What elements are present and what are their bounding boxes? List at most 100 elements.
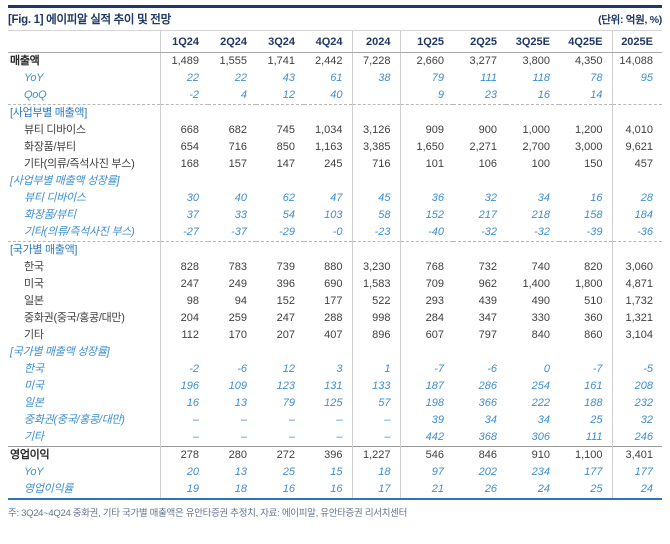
cell: 21	[431, 483, 444, 495]
table-row: 뷰티 디바이스 668 682 745 1,034 3,126 909 900 1,000 1,2…	[8, 122, 662, 139]
column-header: 2Q25	[453, 31, 506, 53]
cell: 184	[611, 207, 662, 224]
cell	[256, 104, 304, 122]
cell: 962	[478, 278, 497, 290]
cell	[506, 241, 559, 259]
cell: 34	[537, 192, 550, 204]
cell: 880	[324, 261, 343, 273]
cell: -23	[351, 224, 401, 242]
cell	[400, 241, 453, 259]
cell: 78	[590, 72, 603, 84]
cell	[304, 241, 352, 259]
cell	[506, 104, 559, 122]
cell: 131	[324, 380, 343, 392]
cell	[611, 173, 662, 190]
cell	[611, 344, 662, 361]
cell: 1,650	[416, 141, 444, 153]
source-note: 주: 3Q24~4Q24 중화권, 기타 국가별 매출액은 유안타증권 추정치,…	[8, 508, 408, 519]
cell: 26	[484, 483, 497, 495]
row-label: [사업부별 매출액 성장률]	[8, 173, 161, 190]
cell	[611, 87, 662, 105]
cell: 7,228	[351, 52, 401, 70]
cell: 207	[276, 329, 295, 341]
cell	[160, 173, 208, 190]
cell: 54	[282, 209, 295, 221]
cell: 820	[584, 261, 603, 273]
cell: 22	[186, 72, 199, 84]
cell	[256, 241, 304, 259]
row-label: 뷰티 디바이스	[8, 190, 161, 207]
cell: 208	[611, 378, 662, 395]
cell	[400, 344, 453, 361]
cell: 101	[425, 158, 444, 170]
cell: –	[336, 431, 343, 443]
column-header: 4Q24	[304, 31, 352, 53]
cell: 57	[351, 395, 401, 412]
cell: 111	[480, 72, 497, 84]
cell: 510	[584, 295, 603, 307]
cell: 97	[431, 466, 444, 478]
cell	[208, 241, 256, 259]
cell: -7	[592, 363, 603, 375]
cell: 24	[611, 481, 662, 499]
cell: 14,088	[611, 52, 662, 70]
row-label: 영업이익률	[8, 481, 161, 499]
cell: 218	[531, 209, 550, 221]
column-header: 2Q24	[208, 31, 256, 53]
cell: -2	[189, 363, 199, 375]
cell: 896	[351, 327, 401, 344]
cell: 103	[324, 209, 343, 221]
cell: 4	[240, 89, 247, 101]
row-label: 미국	[8, 276, 161, 293]
cell	[611, 241, 662, 259]
cell: –	[288, 414, 295, 426]
cell: 3,385	[351, 139, 401, 156]
row-label: 기타	[8, 327, 161, 344]
cell: 47	[330, 192, 343, 204]
cell: 13	[234, 466, 247, 478]
cell: 109	[228, 380, 247, 392]
cell: 1,000	[522, 124, 550, 136]
column-header: 1Q25	[400, 31, 453, 53]
cell: 247	[276, 312, 295, 324]
cell: -7	[434, 363, 444, 375]
cell: 840	[531, 329, 550, 341]
cell: 36	[431, 192, 444, 204]
cell: 100	[531, 158, 550, 170]
cell: 457	[611, 156, 662, 173]
cell: 910	[506, 446, 559, 464]
cell: 709	[425, 278, 444, 290]
cell: 2,271	[469, 141, 497, 153]
column-header: 2024	[351, 31, 401, 53]
cell: 3	[336, 363, 343, 375]
figure-titlebar: [Fig. 1] 에이피알 실적 추이 및 전망 (단위: 억원, %)	[8, 5, 662, 31]
cell: 900	[478, 124, 497, 136]
cell: 16	[537, 89, 550, 101]
cell: 32	[611, 412, 662, 429]
cell	[160, 344, 208, 361]
cell: 3,104	[611, 327, 662, 344]
cell: -0	[332, 226, 343, 238]
cell: 133	[351, 378, 401, 395]
cell: 150	[584, 158, 603, 170]
cell: 188	[584, 397, 603, 409]
cell	[304, 173, 352, 190]
table-row: 한국 828 783 739 880 3,230 768 732 740 820 3,060	[8, 259, 662, 276]
cell: 123	[276, 380, 295, 392]
cell: 1,583	[351, 276, 401, 293]
cell: 22	[234, 72, 247, 84]
cell: 407	[324, 329, 343, 341]
row-label: 중화권(중국/홍콩/대만)	[8, 310, 161, 327]
cell: 15	[330, 466, 343, 478]
cell: -37	[231, 226, 247, 238]
cell: 740	[531, 261, 550, 273]
cell: 272	[256, 446, 304, 464]
column-header: 2025E	[611, 31, 662, 53]
cell: 1,741	[267, 55, 295, 67]
cell: 1,321	[611, 310, 662, 327]
cell: 33	[234, 209, 247, 221]
cell: 170	[228, 329, 247, 341]
cell: 668	[180, 124, 199, 136]
table-row: [사업부별 매출액 성장률]	[8, 173, 662, 190]
cell: 198	[425, 397, 444, 409]
